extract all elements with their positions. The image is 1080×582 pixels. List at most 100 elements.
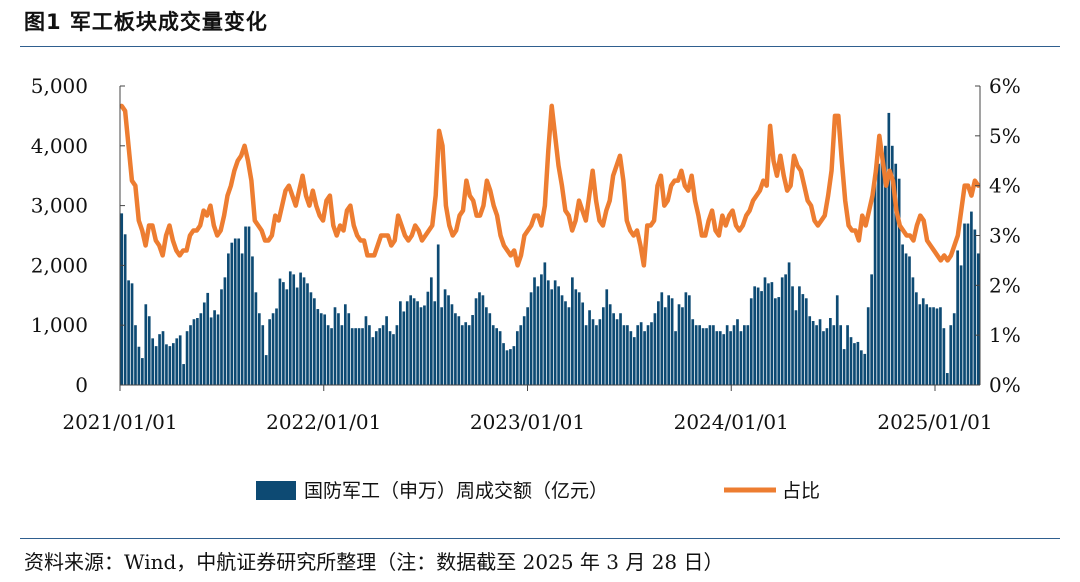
volume-bar	[963, 223, 966, 385]
volume-bar	[767, 283, 770, 385]
volume-bar	[306, 283, 309, 385]
volume-bar	[715, 331, 719, 385]
volume-bar	[409, 295, 413, 385]
legend-line-label: 占比	[782, 480, 820, 502]
volume-bar	[412, 298, 416, 385]
legend: 国防军工（申万）周成交额（亿元） 占比	[256, 480, 820, 502]
volume-bar	[529, 292, 533, 385]
volume-bar	[316, 309, 320, 385]
volume-bar	[595, 325, 598, 385]
volume-bar	[732, 325, 736, 385]
volume-bar	[687, 295, 691, 385]
volume-bar	[921, 298, 925, 385]
x-tick-label: 2021/01/01	[62, 410, 177, 434]
volume-bar	[326, 325, 330, 385]
x-tick-label: 2025/01/01	[877, 410, 992, 434]
volume-bar	[901, 244, 904, 385]
volume-bar	[945, 373, 949, 385]
volume-bar	[842, 349, 846, 385]
volume-bar	[639, 322, 643, 385]
volume-bar	[756, 287, 760, 385]
volume-bar	[436, 244, 440, 385]
right-tick-label: 2%	[989, 273, 1021, 297]
volume-bar	[147, 316, 151, 385]
volume-bar	[877, 163, 880, 385]
x-axis-ticks: 2021/01/01 2022/01/01 2023/01/01 2024/01/01…	[62, 385, 993, 434]
volume-bar	[550, 289, 554, 385]
volume-bar	[536, 286, 540, 385]
volume-bar	[385, 316, 388, 385]
volume-bar	[897, 178, 901, 385]
volume-bar	[450, 304, 454, 385]
x-tick-label: 2023/01/01	[470, 410, 585, 434]
left-axis-ticks: 0 1,000 2,000 3,000 4,000 5,000	[31, 74, 125, 397]
bar-series	[120, 112, 980, 385]
volume-bar	[426, 291, 430, 385]
volume-bar	[650, 322, 653, 385]
volume-bar	[440, 307, 443, 385]
volume-bar	[911, 277, 915, 385]
volume-bar	[560, 295, 564, 385]
volume-bar	[674, 331, 677, 385]
volume-bar	[189, 325, 192, 385]
volume-bar	[481, 295, 485, 385]
volume-bar	[725, 325, 729, 385]
volume-bar	[670, 298, 674, 385]
volume-bar	[598, 319, 602, 385]
volume-bar	[890, 145, 894, 385]
volume-bar	[657, 301, 660, 385]
volume-bar	[299, 272, 302, 385]
volume-bar	[952, 313, 956, 385]
legend-bar-label: 国防军工（申万）周成交额（亿元）	[304, 480, 608, 502]
right-tick-label: 0%	[989, 373, 1021, 397]
volume-bar	[488, 313, 492, 385]
volume-bar	[337, 313, 340, 385]
volume-bar	[244, 226, 247, 385]
volume-bar	[457, 316, 461, 385]
volume-bar	[202, 302, 206, 385]
volume-bar	[309, 292, 313, 385]
volume-bar	[512, 346, 516, 385]
volume-bar	[612, 313, 615, 385]
volume-bar	[749, 298, 753, 385]
right-tick-label: 4%	[989, 174, 1021, 198]
left-tick-label: 5,000	[31, 74, 88, 98]
volume-bar	[904, 253, 908, 385]
volume-bar	[257, 313, 261, 385]
volume-bar	[681, 307, 684, 385]
volume-bar	[928, 307, 932, 385]
volume-bar	[677, 304, 681, 385]
volume-bar	[780, 277, 784, 385]
volume-bar	[863, 353, 867, 385]
volume-bar	[773, 298, 777, 385]
volume-bar	[471, 315, 474, 385]
volume-bar	[288, 271, 292, 385]
volume-bar	[454, 313, 457, 385]
volume-bar	[347, 313, 351, 385]
volume-bar	[295, 287, 299, 385]
volume-bar	[646, 325, 650, 385]
volume-bar	[808, 316, 812, 385]
volume-bar	[350, 328, 354, 385]
volume-bar	[264, 355, 268, 385]
volume-bar	[240, 253, 244, 385]
left-tick-label: 3,000	[31, 194, 88, 218]
volume-bar	[123, 234, 127, 385]
source-note: 资料来源：Wind，中航证券研究所整理（注：数据截至 2025 年 3 月 28…	[24, 550, 724, 574]
volume-bar	[629, 331, 633, 385]
volume-bar	[319, 313, 323, 385]
volume-bar	[939, 307, 942, 385]
right-tick-label: 1%	[989, 323, 1021, 347]
volume-bar	[141, 358, 144, 385]
volume-bar	[822, 331, 825, 385]
volume-bar	[543, 262, 547, 385]
volume-bar	[918, 304, 922, 385]
volume-bar	[474, 298, 478, 385]
volume-bar	[760, 291, 763, 385]
volume-bar	[815, 325, 818, 385]
volume-bar	[220, 289, 223, 385]
volume-bar	[684, 292, 688, 385]
volume-bar	[976, 253, 980, 385]
volume-bar	[546, 280, 550, 385]
volume-bar	[557, 286, 560, 385]
